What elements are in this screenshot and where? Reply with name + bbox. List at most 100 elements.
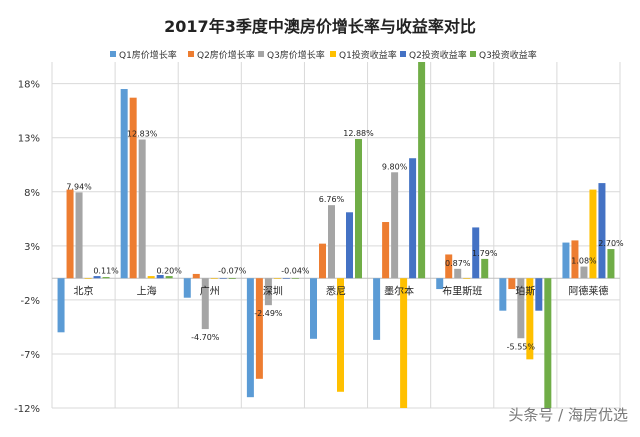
bar [255, 278, 263, 379]
legend-label: Q2投资收益率 [409, 49, 467, 61]
bar [75, 192, 83, 279]
bar [355, 138, 362, 279]
y-tick-label: -7% [21, 350, 40, 361]
bar [562, 242, 570, 279]
category-label: 深圳 [263, 285, 283, 297]
chart-title: 2017年3季度中澳房价增长率与收益率对比 [164, 17, 476, 36]
legend-swatch [330, 51, 336, 57]
legend-swatch [470, 51, 476, 57]
category-labels: 北京 上海 广州 深圳 悉尼 墨尔本 布里斯班 珀斯 阿德莱德 [74, 284, 609, 297]
bar [472, 227, 480, 279]
legend-label: Q3房价增长率 [267, 49, 325, 61]
data-label: -4.70% [191, 333, 220, 342]
bar [346, 212, 353, 279]
bar [201, 278, 209, 330]
bar [319, 243, 326, 279]
bar [147, 276, 155, 279]
bar [337, 278, 344, 392]
bar [481, 258, 489, 279]
bar [526, 278, 534, 360]
legend-swatch [400, 51, 406, 57]
bar [580, 266, 588, 279]
data-labels: 7.94% 0.11% 12.83% 0.20% -4.70% -0.07% -2.49% -… [66, 129, 624, 351]
legend-label: Q3投资收益率 [479, 49, 537, 61]
category-label: 阿德莱德 [568, 284, 608, 297]
bar [93, 276, 101, 279]
y-tick-label: 8% [24, 188, 40, 199]
bar [373, 278, 381, 340]
bar [418, 62, 426, 279]
category-label: 珀斯 [515, 284, 535, 297]
y-tick-label: 18% [18, 80, 40, 91]
bar [382, 222, 390, 279]
category-label: 墨尔本 [384, 284, 414, 297]
bar [66, 189, 74, 279]
watermark: 头条号 / 海房优选 [508, 406, 628, 424]
data-label: -0.07% [218, 266, 247, 275]
legend: Q1房价增长率 Q2房价增长率 Q3房价增长率 Q1投资收益率 Q2投资收益率 Q3投资收… [110, 49, 537, 61]
bar [246, 278, 254, 398]
data-label: -5.55% [507, 342, 536, 351]
bar [192, 273, 200, 279]
data-label: 0.87% [445, 259, 471, 268]
bar [84, 278, 92, 279]
legend-swatch [258, 51, 264, 57]
bar [607, 249, 615, 279]
bar [282, 278, 290, 279]
data-label: 1.79% [472, 249, 498, 258]
bar [210, 278, 218, 279]
bar [463, 278, 471, 279]
bar [535, 278, 543, 311]
bar [589, 189, 597, 279]
bar [454, 268, 462, 279]
data-label: 6.76% [319, 195, 345, 204]
data-label: -0.04% [281, 266, 310, 275]
bar [165, 276, 173, 279]
bar [129, 97, 137, 279]
y-tick-label: -12% [14, 404, 40, 415]
bar [264, 278, 272, 306]
bar [57, 278, 65, 333]
data-label: 1.08% [571, 257, 597, 266]
bar [156, 275, 164, 279]
data-label: 2.70% [598, 239, 624, 248]
data-label: 12.83% [127, 130, 158, 139]
legend-label: Q2房价增长率 [197, 49, 255, 61]
data-label: -2.49% [254, 309, 283, 318]
category-label: 悉尼 [326, 285, 346, 297]
bar [102, 277, 110, 279]
data-label: 7.94% [66, 182, 92, 191]
bar [310, 278, 317, 339]
bar [517, 278, 525, 339]
legend-label: Q1投资收益率 [339, 49, 397, 61]
category-label: 北京 [74, 284, 94, 297]
bar [183, 278, 191, 298]
bar [273, 278, 281, 279]
legend-label: Q1房价增长率 [119, 49, 177, 61]
bar [138, 139, 146, 279]
legend-swatch [110, 51, 116, 57]
bars [57, 62, 615, 408]
y-tick-label: 3% [24, 242, 40, 253]
category-label: 广州 [200, 285, 220, 297]
bar [328, 205, 335, 279]
category-label: 上海 [137, 284, 157, 297]
bar [598, 183, 606, 279]
bar [508, 278, 516, 290]
category-label: 布里斯班 [442, 284, 482, 297]
legend-swatch [188, 51, 194, 57]
data-label: 9.80% [382, 162, 408, 171]
bar [291, 278, 299, 279]
bar [499, 278, 507, 311]
data-label: 0.11% [93, 266, 119, 275]
bar [219, 278, 227, 279]
bar [544, 278, 552, 408]
bar [436, 278, 444, 290]
bar [571, 240, 579, 279]
bar [120, 89, 128, 279]
bar [400, 278, 408, 408]
bar [409, 158, 417, 279]
y-axis: 18% 13% 8% 3% -2% -7% -12% [14, 80, 40, 415]
